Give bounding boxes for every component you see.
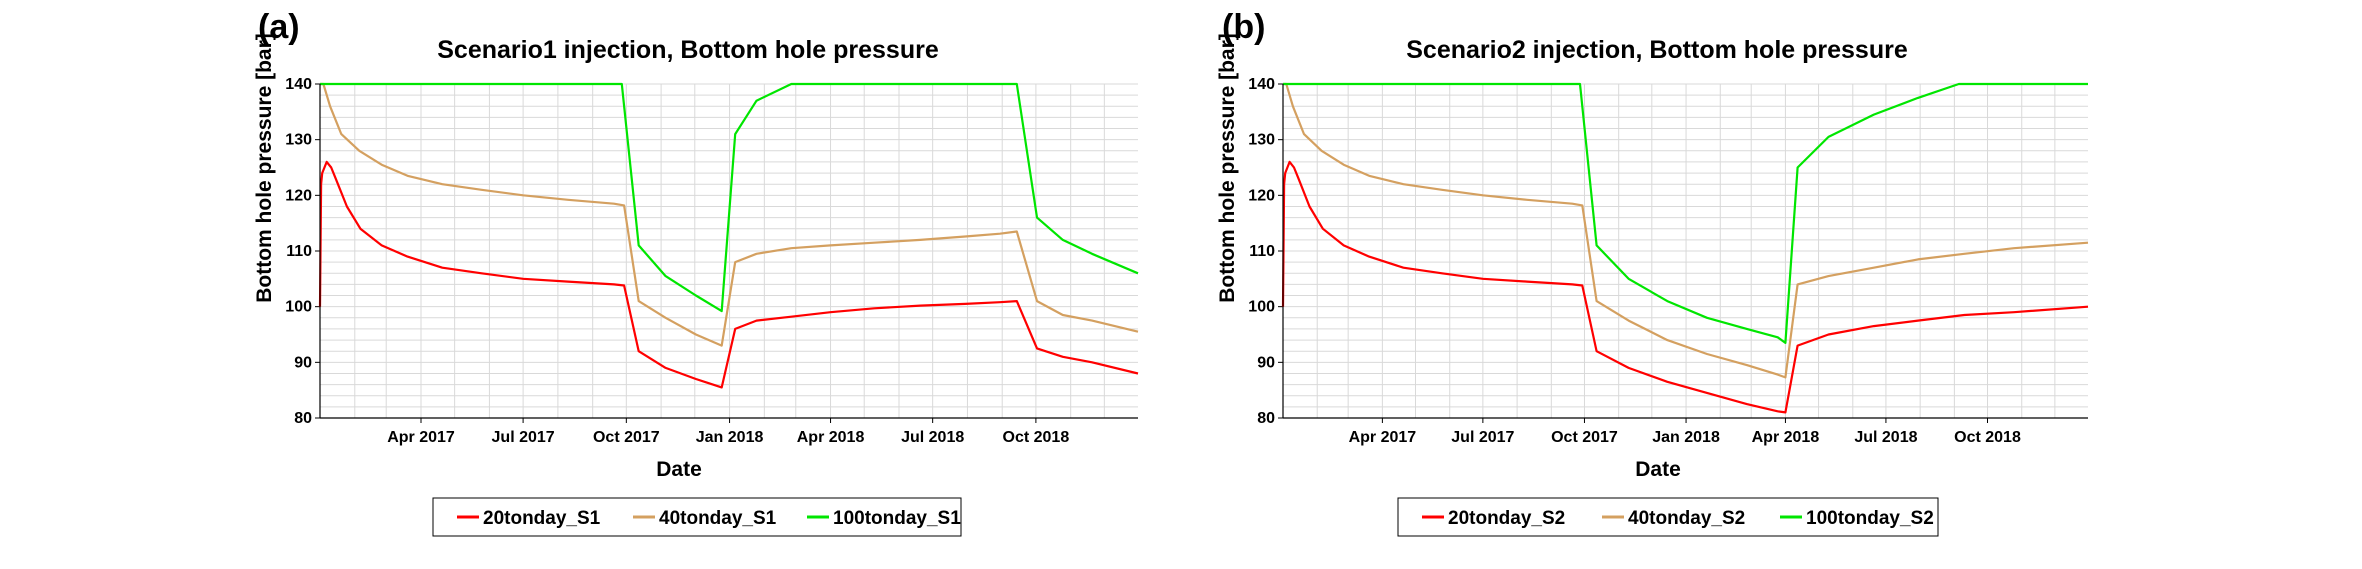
chart-b-legend-label: 40tonday_S2 (1628, 508, 1745, 529)
chart-a-legend-label: 100tonday_S1 (833, 508, 961, 529)
chart-a-series-line-40tonday_S1 (320, 82, 1139, 347)
chart-a-title: Scenario1 injection, Bottom hole pressur… (437, 36, 939, 64)
chart-b-legend-label: 100tonday_S2 (1806, 508, 1934, 529)
chart-a-x-tick-label: Jul 2018 (901, 429, 964, 446)
chart-b-x-tick-label: Jan 2018 (1652, 429, 1720, 446)
chart-a-y-tick-label: 110 (286, 243, 312, 260)
chart-b: (b) Scenario2 injection, Bottom hole pre… (1216, 8, 2089, 537)
chart-a-legend-label: 20tonday_S1 (483, 508, 601, 529)
chart-b-legend: 20tonday_S2 40tonday_S2 100tonday_S2 (1397, 497, 1939, 537)
chart-b-y-tick-label: 100 (1248, 299, 1275, 316)
chart-a-y-tick-label: 130 (285, 132, 312, 149)
chart-b-y-tick-label: 120 (1248, 187, 1275, 204)
chart-b-title: Scenario2 injection, Bottom hole pressur… (1406, 36, 1908, 64)
chart-a-legend-label: 40tonday_S1 (659, 508, 777, 529)
chart-a-x-tick-label: Oct 2017 (593, 429, 660, 446)
chart-b-plot-area: 80 90 100 110 120 130 140 Apr 2017 Jul 2017 Oct 2… (1248, 76, 2089, 446)
chart-a-series-line-20tonday_S1 (318, 160, 1139, 389)
chart-b-series-line-20tonday_S2 (1281, 160, 2089, 414)
chart-b-x-axis-label: Date (1635, 458, 1681, 481)
chart-b-y-tick-label: 110 (1249, 243, 1275, 260)
chart-b-y-tick-label: 90 (1257, 354, 1275, 371)
chart-b-legend-label: 20tonday_S2 (1448, 508, 1565, 529)
chart-a-series-line-100tonday_S1 (320, 82, 1139, 313)
chart-b-x-tick-label: Oct 2018 (1954, 429, 2021, 446)
chart-b-legend-box (1397, 497, 1939, 537)
chart-a-x-tick-label: Apr 2017 (387, 429, 455, 446)
chart-b-series-line-40tonday_S2 (1283, 82, 2089, 379)
chart-a-legend: 20tonday_S1 40tonday_S1 100tonday_S1 (432, 497, 962, 537)
chart-b-y-tick-label: 80 (1257, 410, 1275, 427)
chart-a-y-axis-label: Bottom hole pressure [bar] (253, 33, 276, 303)
chart-a-x-tick-label: Apr 2018 (797, 429, 865, 446)
chart-a: (a) Scenario1 injection, Bottom hole pre… (253, 8, 1139, 537)
chart-b-series-line-100tonday_S2 (1283, 82, 2088, 344)
chart-a-y-tick-label: 100 (285, 299, 312, 316)
chart-a-y-tick-label: 90 (294, 354, 312, 371)
chart-a-y-tick-label: 140 (285, 76, 312, 93)
chart-a-panel-label: (a) (258, 8, 300, 46)
chart-a-x-tick-label: Jul 2017 (492, 429, 555, 446)
chart-a-plot-area: 80 90 100 110 120 130 140 Apr 2017 Jul 2017 Oct 2… (285, 76, 1139, 446)
chart-b-x-tick-label: Oct 2017 (1551, 429, 1618, 446)
chart-b-x-tick-label: Jul 2018 (1854, 429, 1917, 446)
chart-a-y-tick-label: 120 (285, 187, 312, 204)
chart-a-x-tick-label: Jan 2018 (696, 429, 764, 446)
chart-b-y-tick-label: 140 (1248, 76, 1275, 93)
chart-b-x-tick-label: Apr 2017 (1349, 429, 1417, 446)
chart-a-x-tick-label: Oct 2018 (1003, 429, 1070, 446)
chart-b-panel-label: (b) (1222, 8, 1265, 46)
chart-b-x-tick-label: Apr 2018 (1752, 429, 1820, 446)
chart-a-x-axis-label: Date (656, 458, 702, 481)
chart-b-x-tick-label: Jul 2017 (1451, 429, 1514, 446)
chart-a-y-tick-label: 80 (294, 410, 312, 427)
chart-a-legend-box (432, 497, 962, 537)
chart-b-y-tick-label: 130 (1248, 132, 1275, 149)
chart-b-y-axis-label: Bottom hole pressure [bar] (1216, 33, 1239, 303)
